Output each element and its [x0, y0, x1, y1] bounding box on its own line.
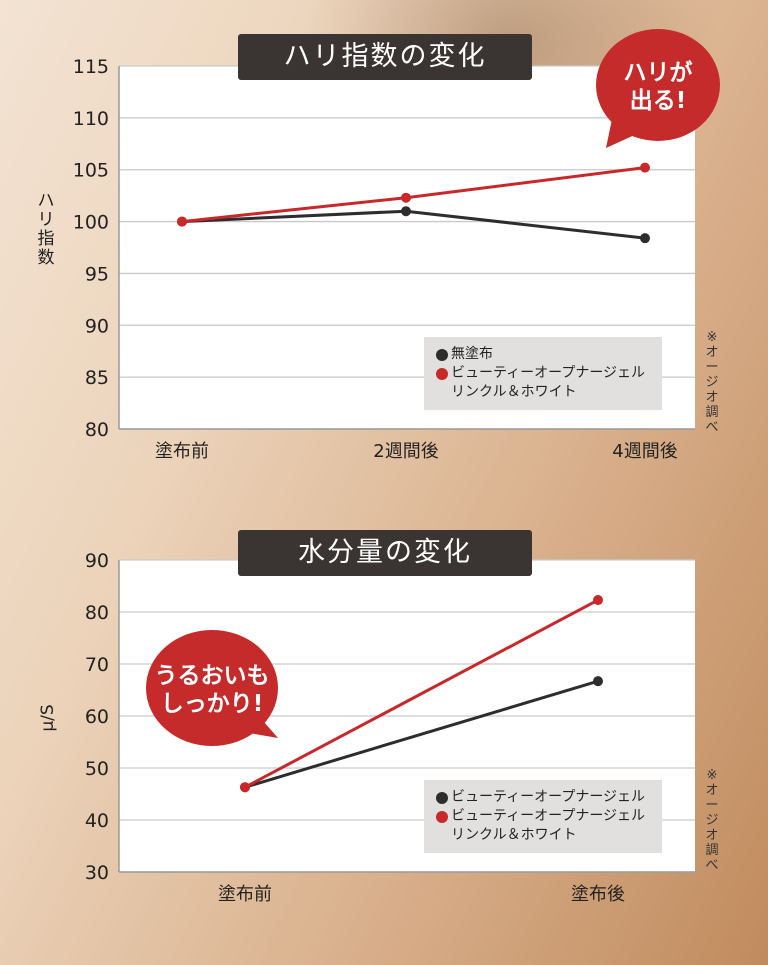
chart1-title: ハリ指数の変化 [238, 34, 532, 80]
y-tick-label: 115 [73, 56, 109, 78]
chart1-source-note: ※オージオ調べ [705, 330, 719, 435]
y-tick-label: 95 [85, 263, 109, 285]
y-tick-label: 110 [73, 108, 109, 130]
chart2-source-note: ※オージオ調べ [705, 768, 719, 873]
y-tick-label: 30 [85, 862, 109, 884]
chart2-title: 水分量の変化 [238, 530, 532, 576]
y-tick-label: 100 [73, 212, 109, 234]
data-point [593, 595, 603, 606]
data-point [177, 216, 187, 227]
data-point [640, 162, 650, 173]
legend-label: 無塗布 [451, 346, 493, 362]
y-tick-label: 60 [85, 706, 109, 728]
chart1-legend: 無塗布 ビューティーオープナージェル リンクル＆ホワイト [424, 337, 662, 410]
x-tick-label: 塗布前 [218, 883, 272, 905]
x-tick-label: 2週間後 [373, 441, 438, 462]
y-tick-label: 90 [85, 550, 109, 572]
data-point [593, 676, 603, 687]
callout-body [596, 29, 720, 141]
legend-label: ビューティーオープナージェル [451, 789, 646, 805]
y-tick-label: 105 [73, 160, 109, 182]
chart1-y-axis-title: ハリ指数 [37, 191, 55, 268]
series-line [244, 598, 599, 789]
y-tick-label: 70 [85, 654, 109, 676]
legend-item: 無塗布 [436, 345, 652, 364]
data-point [240, 782, 250, 793]
callout-text: ハリが [624, 59, 693, 86]
legend-swatch [436, 368, 448, 380]
legend-item: ビューティーオープナージェル リンクル＆ホワイト [436, 807, 652, 845]
y-tick-label: 90 [85, 315, 109, 337]
legend-swatch [436, 792, 448, 804]
y-tick-label: 50 [85, 758, 109, 780]
chart2-legend: ビューティーオープナージェル ビューティーオープナージェル リンクル＆ホワイト [424, 780, 662, 853]
callout-body [146, 630, 278, 746]
callout-text: しっかり! [161, 691, 264, 717]
callout-text: うるおいも [155, 663, 270, 689]
chart2-y-axis-title: μ/S [38, 704, 58, 732]
data-point [401, 192, 411, 203]
legend-swatch [436, 349, 448, 361]
data-point [401, 206, 411, 217]
callout-text: 出る! [630, 88, 687, 114]
x-tick-label: 塗布後 [571, 883, 625, 905]
y-tick-label: 80 [85, 602, 109, 624]
series-line [244, 679, 599, 789]
legend-swatch [436, 811, 448, 823]
legend-item: ビューティーオープナージェル リンクル＆ホワイト [436, 364, 652, 402]
x-tick-label: 塗布前 [155, 440, 209, 462]
legend-item: ビューティーオープナージェル [436, 788, 652, 807]
x-tick-label: 4週間後 [612, 441, 677, 462]
y-tick-label: 80 [85, 419, 109, 441]
y-tick-label: 85 [85, 367, 109, 389]
legend-label: ビューティーオープナージェル リンクル＆ホワイト [451, 365, 646, 400]
legend-label: ビューティーオープナージェル リンクル＆ホワイト [451, 808, 646, 843]
y-tick-label: 40 [85, 810, 109, 832]
data-point [640, 233, 650, 244]
